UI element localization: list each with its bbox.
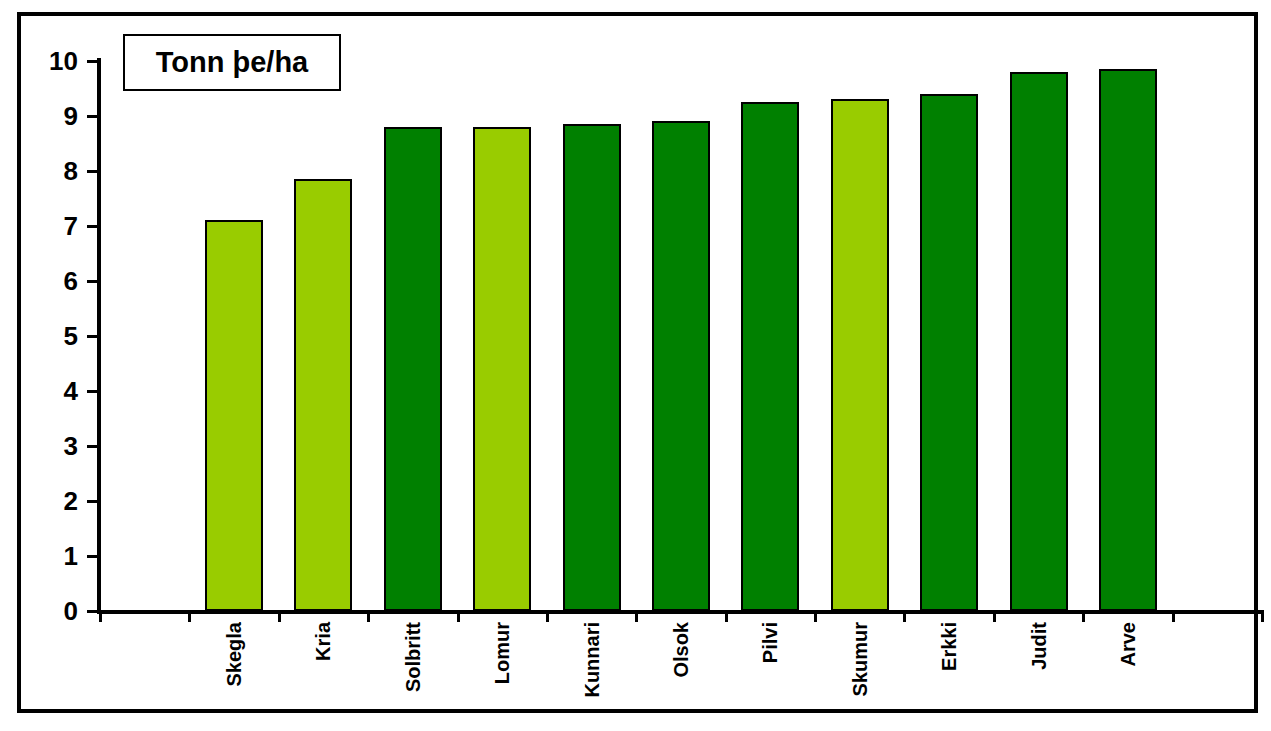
x-label-text-lomur: Lomur <box>492 622 512 684</box>
x-label-text-judit: Judit <box>1029 622 1049 670</box>
bar-skumur <box>831 99 889 611</box>
y-tick-3 <box>87 445 100 448</box>
x-label-text-kunnari: Kunnari <box>582 622 602 698</box>
bar-erkki <box>920 94 978 611</box>
x-tick-13 <box>1261 610 1264 622</box>
y-tick-label-7: 7 <box>16 213 78 239</box>
chart-canvas: Tonn þe/ha 0 1 2 3 4 5 6 7 8 9 10 Skegla Kria Solbrit… <box>0 0 1271 731</box>
y-tick-label-4: 4 <box>16 378 78 404</box>
x-tick-5 <box>546 610 549 622</box>
y-tick-5 <box>87 335 100 338</box>
x-label-text-erkki: Erkki <box>939 622 959 671</box>
x-tick-4 <box>457 610 460 622</box>
bar-olsok <box>652 121 710 611</box>
y-tick-8 <box>87 170 100 173</box>
bar-kunnari <box>563 124 621 611</box>
x-tick-11 <box>1082 610 1085 622</box>
x-tick-10 <box>993 610 996 622</box>
bar-solbritt <box>384 127 442 611</box>
x-label-olsok: Olsok <box>671 622 691 642</box>
x-label-pilvi: Pilvi <box>760 622 780 642</box>
y-tick-7 <box>87 225 100 228</box>
y-tick-label-9: 9 <box>16 103 78 129</box>
y-tick-label-5: 5 <box>16 323 78 349</box>
x-label-judit: Judit <box>1029 622 1049 642</box>
y-tick-label-6: 6 <box>16 268 78 294</box>
chart-title-box: Tonn þe/ha <box>123 34 341 91</box>
bar-arve <box>1099 69 1157 611</box>
x-label-text-skumur: Skumur <box>850 622 870 696</box>
x-label-text-solbritt: Solbritt <box>403 622 423 692</box>
x-label-kria: Kria <box>313 622 333 642</box>
x-tick-6 <box>635 610 638 622</box>
x-label-text-skegla: Skegla <box>224 622 244 686</box>
x-label-text-kria: Kria <box>313 622 333 661</box>
x-tick-12 <box>1172 610 1175 622</box>
chart-title: Tonn þe/ha <box>156 46 309 79</box>
x-tick-9 <box>903 610 906 622</box>
y-tick-label-10: 10 <box>16 48 78 74</box>
x-label-kunnari: Kunnari <box>582 622 602 642</box>
x-label-text-arve: Arve <box>1118 622 1138 666</box>
x-tick-2 <box>278 610 281 622</box>
y-tick-label-0: 0 <box>16 598 78 624</box>
x-tick-3 <box>367 610 370 622</box>
x-label-solbritt: Solbritt <box>403 622 423 642</box>
bar-kria <box>294 179 352 611</box>
chart-outer-border <box>17 12 1258 713</box>
bar-lomur <box>473 127 531 611</box>
y-tick-label-8: 8 <box>16 158 78 184</box>
y-tick-9 <box>87 115 100 118</box>
x-label-skegla: Skegla <box>224 622 244 642</box>
x-tick-7 <box>725 610 728 622</box>
x-label-arve: Arve <box>1118 622 1138 642</box>
x-tick-8 <box>814 610 817 622</box>
x-label-skumur: Skumur <box>850 622 870 642</box>
y-tick-10 <box>87 60 100 63</box>
bar-judit <box>1010 72 1068 611</box>
y-tick-4 <box>87 390 100 393</box>
bar-skegla <box>205 220 263 611</box>
x-tick-0 <box>99 610 102 622</box>
x-label-erkki: Erkki <box>939 622 959 642</box>
bar-pilvi <box>741 102 799 611</box>
y-tick-label-2: 2 <box>16 488 78 514</box>
y-tick-6 <box>87 280 100 283</box>
x-label-text-olsok: Olsok <box>671 622 691 678</box>
y-tick-label-3: 3 <box>16 433 78 459</box>
x-label-text-pilvi: Pilvi <box>760 622 780 663</box>
y-tick-2 <box>87 500 100 503</box>
x-label-lomur: Lomur <box>492 622 512 642</box>
y-tick-label-1: 1 <box>16 543 78 569</box>
x-tick-1 <box>188 610 191 622</box>
y-tick-1 <box>87 555 100 558</box>
